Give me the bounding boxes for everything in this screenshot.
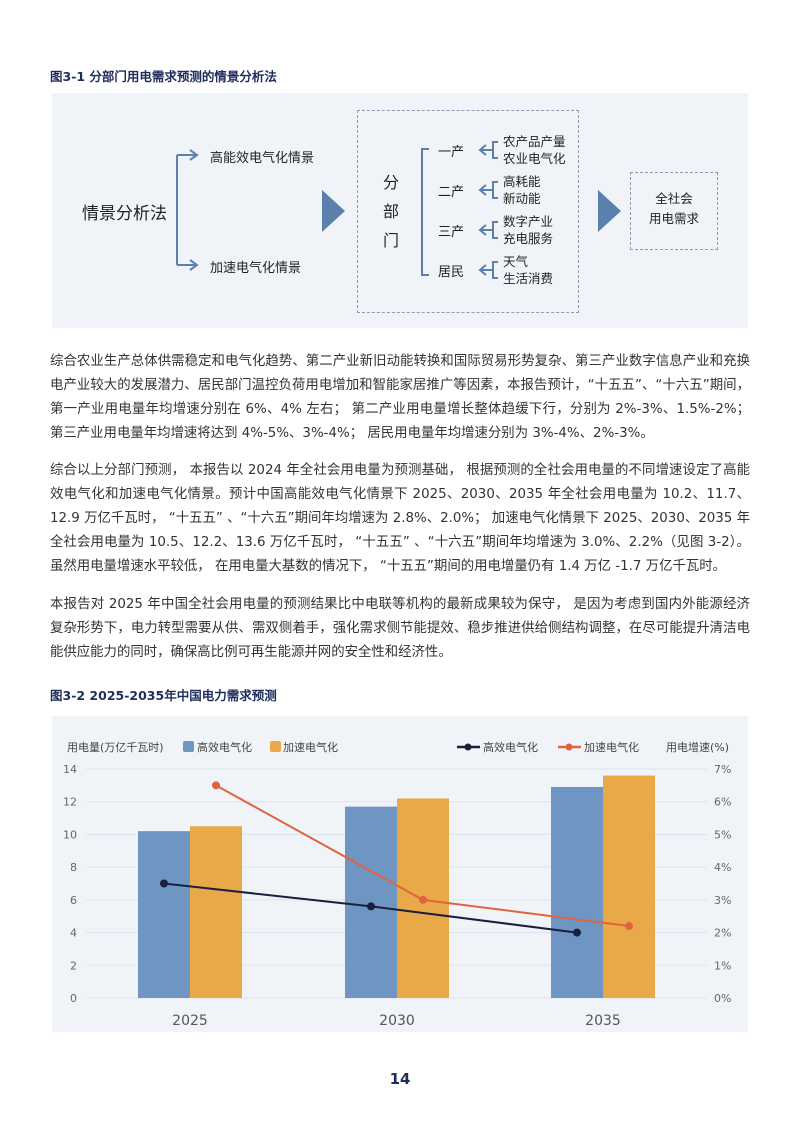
char: 部 xyxy=(383,202,400,221)
y2-axis-title: 用电增速(%) xyxy=(666,740,729,754)
legend-label: 高效电气化 xyxy=(483,740,538,754)
left-arrow-icon xyxy=(478,181,498,199)
paragraph: 本报告对 2025 年中国全社会用电量的预测结果比中电联等机构的最新成果较为保守… xyxy=(50,597,750,660)
bar-accelerated xyxy=(603,775,655,998)
factor: 高耗能 xyxy=(503,174,541,189)
sector-2: 三产 xyxy=(438,225,465,240)
diagram-connectors xyxy=(176,141,621,279)
legend-label: 加速电气化 xyxy=(584,740,639,754)
scenario-bracket xyxy=(176,154,195,266)
result-line: 用电需求 xyxy=(648,211,699,226)
line-point xyxy=(160,879,168,888)
y-tick-label: 12 xyxy=(63,796,77,809)
char: 门 xyxy=(383,231,400,250)
bar-high-efficiency xyxy=(551,786,603,998)
triangle-arrow-icon xyxy=(322,190,345,232)
line-point xyxy=(367,902,375,911)
factor: 天气 xyxy=(503,254,529,269)
x-tick-label: 2025 xyxy=(172,1013,208,1029)
scenario-accelerated: 加速电气化情景 xyxy=(210,261,302,276)
line-point xyxy=(573,928,581,937)
x-tick-label: 2035 xyxy=(585,1013,621,1029)
y-tick-label: 14 xyxy=(63,763,77,776)
line-point xyxy=(212,781,220,790)
legend-label: 高效电气化 xyxy=(197,740,252,754)
y2-tick-label: 7% xyxy=(714,763,731,776)
factor: 充电服务 xyxy=(503,231,554,246)
y-tick-label: 0 xyxy=(70,992,77,1005)
y2-tick-label: 3% xyxy=(714,894,731,907)
bar-high-efficiency xyxy=(138,831,190,998)
sector-bracket xyxy=(421,148,429,276)
legend-label: 加速电气化 xyxy=(283,740,338,754)
y-tick-label: 2 xyxy=(70,959,77,972)
y2-tick-label: 6% xyxy=(714,796,731,809)
scenario-diagram: 情景分析法 高能效电气化情景 加速电气化情景 分 部 门 一产 农产品产量 农业… xyxy=(52,93,748,328)
arrow-icon xyxy=(189,149,199,271)
sector-3: 居民 xyxy=(438,265,465,280)
result-label: 全社会 用电需求 xyxy=(630,189,718,229)
sector-factors: 高耗能 新动能 xyxy=(503,173,541,207)
triangle-arrow-icon xyxy=(598,190,621,232)
legend-swatch xyxy=(183,741,194,752)
line-point xyxy=(419,895,427,904)
chart-svg: 0 0% 2 1% 4 2% 6 3% 8 4% 10 5% 12 6% 14 7% 2025 2030 2035 用… xyxy=(63,740,731,1029)
sector-1: 二产 xyxy=(438,185,465,200)
sector-factors: 数字产业 充电服务 xyxy=(503,213,553,247)
legend-marker xyxy=(565,743,573,751)
factor: 农业电气化 xyxy=(503,151,566,166)
result-dashed-box xyxy=(630,172,718,250)
factor: 农产品产量 xyxy=(503,134,566,149)
y2-tick-label: 0% xyxy=(714,992,731,1005)
y2-tick-label: 2% xyxy=(714,927,731,940)
sector-dashed-box xyxy=(357,110,579,313)
bar-accelerated xyxy=(190,826,242,998)
legend-swatch xyxy=(270,741,281,752)
figure-3-1-title: 图3-1 分部门用电需求预测的情景分析法 xyxy=(50,69,277,84)
sector-factors: 天气 生活消费 xyxy=(503,253,553,287)
x-tick-label: 2030 xyxy=(379,1013,415,1029)
page-number: 14 xyxy=(389,1070,411,1088)
scenario-high-efficiency: 高能效电气化情景 xyxy=(210,151,315,166)
sector-group-label: 分 部 门 xyxy=(383,168,399,255)
figure-3-2-title: 图3-2 2025-2035年中国电力需求预测 xyxy=(50,688,277,703)
y2-tick-label: 5% xyxy=(714,828,731,841)
y2-tick-label: 1% xyxy=(714,959,731,972)
y2-tick-label: 4% xyxy=(714,861,731,874)
y-tick-label: 4 xyxy=(70,927,77,940)
factor: 新动能 xyxy=(503,191,541,206)
paragraph: 综合以上分部门预测， 本报告以 2024 年全社会用电量为预测基础， 根据预测的… xyxy=(50,463,750,574)
diagram-root: 情景分析法 xyxy=(82,204,167,224)
factor: 生活消费 xyxy=(503,271,554,286)
sector-0: 一产 xyxy=(438,145,465,160)
factor: 数字产业 xyxy=(503,214,554,229)
y-tick-label: 8 xyxy=(70,861,77,874)
left-arrow-icon xyxy=(478,141,498,159)
paragraph: 综合农业生产总体供需稳定和电气化趋势、第二产业新旧动能转换和国际贸易形势复杂、第… xyxy=(50,354,750,441)
y-axis-title: 用电量(万亿千瓦时) xyxy=(67,741,164,754)
legend-marker xyxy=(464,743,472,751)
line-point xyxy=(625,922,633,931)
y-tick-label: 6 xyxy=(70,894,77,907)
left-arrow-icon xyxy=(478,221,498,239)
char: 分 xyxy=(383,173,400,192)
sector-factors: 农产品产量 农业电气化 xyxy=(503,133,566,167)
y-tick-label: 10 xyxy=(63,828,77,841)
result-line: 全社会 xyxy=(655,191,693,206)
electricity-demand-chart: 0 0% 2 1% 4 2% 6 3% 8 4% 10 5% 12 6% 14 7% 2025 2030 2035 用… xyxy=(52,716,748,1032)
left-arrow-icon xyxy=(478,261,498,279)
bar-high-efficiency xyxy=(345,806,397,998)
